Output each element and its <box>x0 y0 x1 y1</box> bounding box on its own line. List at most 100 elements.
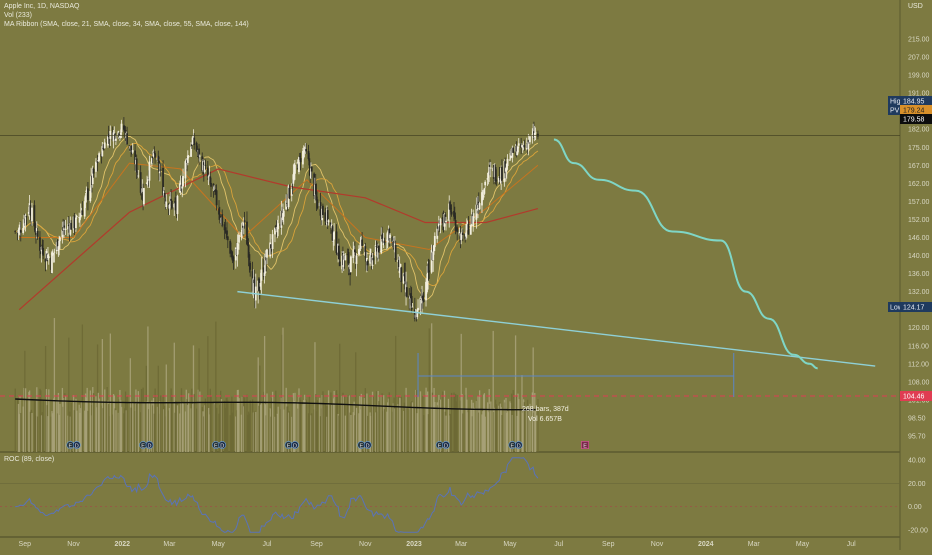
candle-body <box>79 217 81 221</box>
volume-bar <box>192 345 195 452</box>
volume-bar <box>191 388 193 452</box>
volume-bar <box>265 415 267 452</box>
candle-body <box>316 199 319 209</box>
volume-bar <box>227 400 229 452</box>
volume-bar <box>350 414 352 452</box>
volume-bar <box>510 403 512 452</box>
volume-bar <box>393 397 395 452</box>
candle-body <box>236 242 239 256</box>
candle-body <box>358 248 361 251</box>
candle-body <box>515 145 518 156</box>
candle-body <box>27 211 30 214</box>
volume-bar <box>173 342 175 452</box>
volume-bar <box>484 416 486 452</box>
candle-body <box>437 222 440 227</box>
volume-bar <box>286 406 288 452</box>
volume-bar <box>59 403 61 452</box>
candle-body <box>260 269 263 281</box>
volume-bar <box>212 402 215 452</box>
volume-bar <box>50 416 52 452</box>
candle-body <box>259 282 262 287</box>
volume-bar <box>271 391 274 452</box>
candle-body <box>481 192 483 206</box>
volume-bar <box>78 404 80 452</box>
volume-bar <box>216 407 218 452</box>
volume-bar <box>299 397 301 452</box>
volume-bar <box>343 395 345 452</box>
candle-body <box>266 249 268 258</box>
ma-ribbon-legend[interactable]: MA Ribbon (SMA, close, 21, SMA, close, 3… <box>4 21 249 28</box>
candle-body <box>198 148 200 159</box>
volume-bar <box>327 405 329 452</box>
volume-bar <box>31 412 33 452</box>
volume-bar <box>409 408 411 452</box>
candle-body <box>79 213 82 218</box>
volume-bar <box>439 399 442 452</box>
volume-bar <box>414 407 416 452</box>
candle-body <box>41 244 44 250</box>
volume-bar <box>494 407 496 452</box>
volume-bar <box>73 410 76 452</box>
candle-body <box>523 145 526 148</box>
volume-bar <box>123 413 125 452</box>
volume-bar <box>96 344 99 452</box>
roc-legend[interactable]: ROC (89, close) <box>4 456 55 463</box>
low-value-tag: 124.17 <box>903 305 925 312</box>
dividend-marker <box>514 441 523 449</box>
candle-body <box>505 168 507 172</box>
candle-body <box>51 252 53 274</box>
candle-body <box>186 155 189 163</box>
volume-bar <box>174 412 176 452</box>
volume-bar <box>229 415 231 452</box>
volume-bar <box>501 414 503 452</box>
volume-bar <box>369 412 371 452</box>
candle-body <box>364 246 367 252</box>
volume-legend[interactable]: Vol (233) <box>4 12 33 19</box>
volume-bar <box>145 365 147 452</box>
volume-bar <box>432 395 434 452</box>
volume-bar <box>277 406 279 452</box>
volume-bar <box>162 394 164 452</box>
candle-body <box>430 249 433 273</box>
volume-bar <box>17 403 20 452</box>
candle-body <box>352 250 355 258</box>
volume-bar <box>324 403 327 452</box>
symbol-legend[interactable]: Apple Inc, 1D, NASDAQ <box>4 3 80 10</box>
volume-bar <box>470 399 473 452</box>
price-tick-label: 95.70 <box>908 433 926 440</box>
volume-bar <box>208 407 210 452</box>
volume-bar <box>46 405 48 452</box>
volume-bar <box>95 396 97 452</box>
price-tick-label: 191.00 <box>908 91 930 98</box>
time-tick-label: Nov <box>651 541 664 548</box>
volume-bar <box>187 404 189 452</box>
volume-bar <box>180 401 182 452</box>
volume-bar <box>23 387 25 452</box>
volume-bar <box>382 411 384 452</box>
volume-bar <box>352 412 354 452</box>
candle-body <box>454 220 457 231</box>
volume-bar <box>375 412 377 452</box>
candle-body <box>29 205 32 216</box>
candle-body <box>381 234 383 239</box>
volume-bar <box>80 401 83 452</box>
candle-body <box>441 217 444 224</box>
volume-bar <box>140 412 142 452</box>
volume-bar <box>232 402 235 452</box>
candle-body <box>108 139 111 141</box>
volume-bar <box>176 405 179 452</box>
volume-bar <box>85 397 88 452</box>
volume-bar <box>291 416 293 452</box>
candle-body <box>377 248 379 258</box>
candle-body <box>190 146 192 157</box>
volume-bar <box>204 405 206 452</box>
volume-bar <box>186 399 188 452</box>
low-label-bg <box>888 302 904 312</box>
volume-bar <box>504 402 506 452</box>
candle-body <box>314 183 317 195</box>
volume-bar <box>514 335 517 452</box>
candle-body <box>337 245 340 260</box>
